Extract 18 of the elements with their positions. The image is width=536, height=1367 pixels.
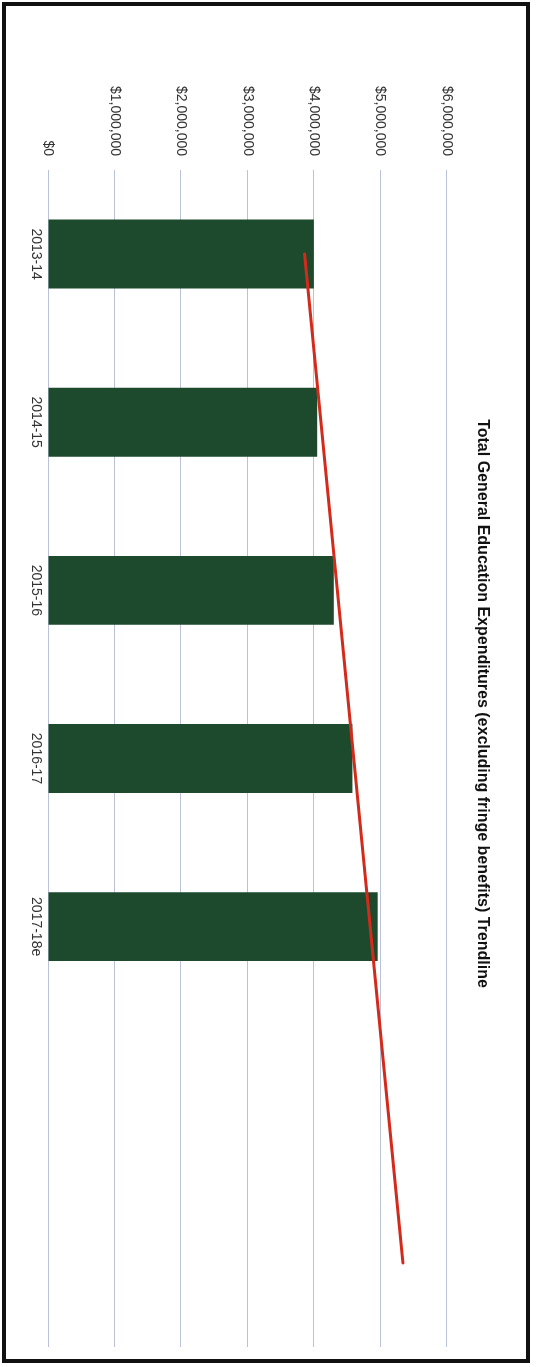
y-tick-label: 2016-17 (29, 732, 46, 785)
bar (48, 892, 378, 962)
x-tick-label: $5,000,000 (373, 85, 390, 157)
bar (48, 219, 314, 289)
x-tick-label: $4,000,000 (307, 85, 324, 157)
bar (48, 724, 353, 793)
y-tick-label: 2013-14 (29, 228, 46, 280)
x-tick-label: $2,000,000 (174, 85, 191, 157)
bar (48, 387, 318, 457)
bar (48, 555, 334, 625)
x-tick-label: $1,000,000 (107, 85, 124, 157)
x-tick-label: $6,000,000 (439, 85, 456, 157)
x-tick-label: $3,000,000 (240, 85, 257, 157)
text: Total General Education Expenditures (excluding fringe benefits) Trendline (474, 419, 492, 988)
x-tick-label: $0 (41, 140, 58, 157)
y-tick-label: 2015-16 (29, 564, 46, 617)
y-tick-label: 2017-18e (29, 897, 46, 957)
y-tick-label: 2014-15 (29, 396, 46, 449)
